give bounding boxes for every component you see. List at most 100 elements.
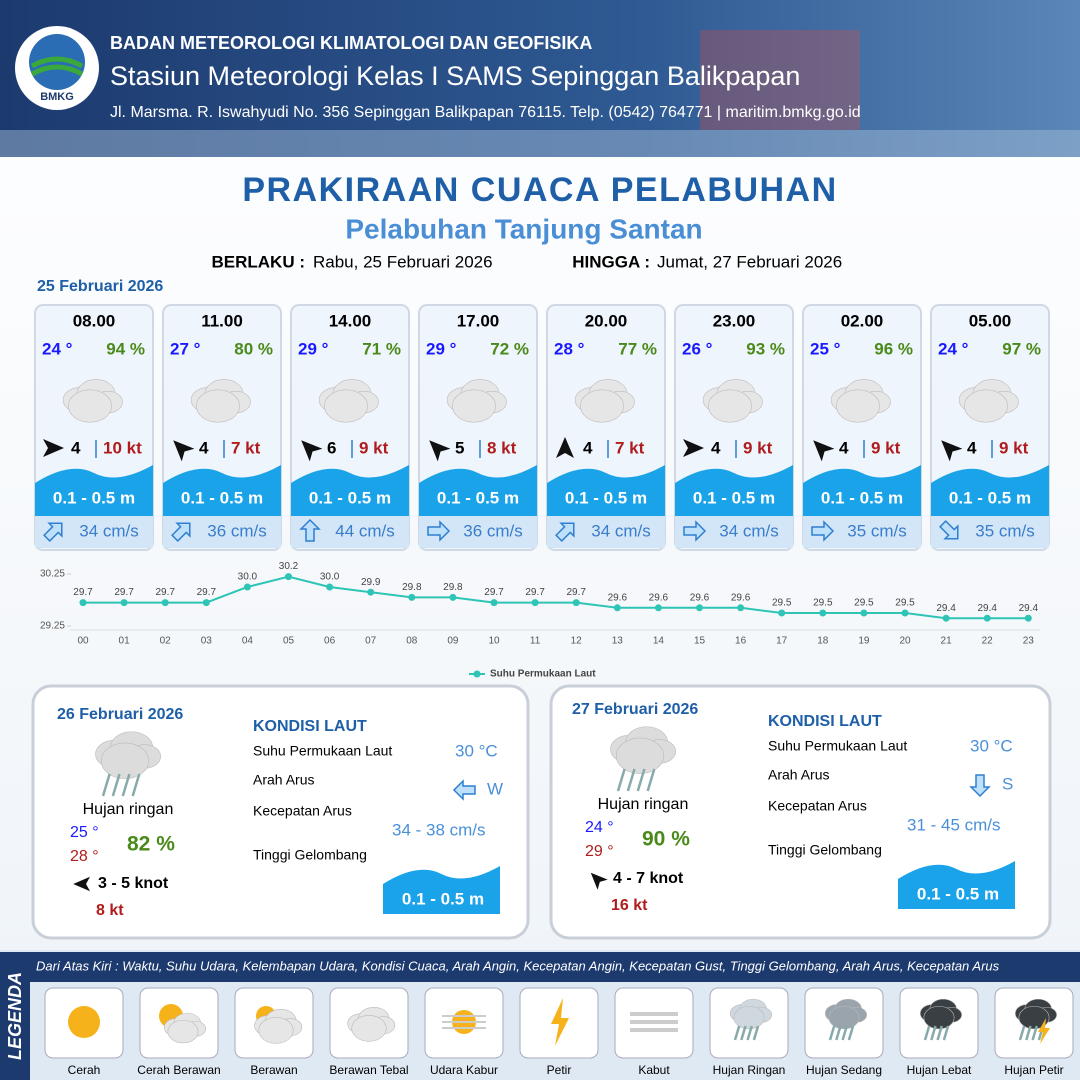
wind-arrow xyxy=(173,440,195,462)
value-label: 29.9 xyxy=(361,577,381,588)
rh: 82 % xyxy=(127,833,175,856)
x-tick-label: 22 xyxy=(982,636,994,647)
point xyxy=(285,573,292,581)
x-tick-label: 20 xyxy=(899,636,911,647)
card-rh: 97 % xyxy=(1002,339,1041,358)
value-label: 29.6 xyxy=(608,592,628,603)
value-label: 29.8 xyxy=(402,582,422,593)
weather-icon xyxy=(1025,1025,1032,1041)
card-gust: 9 kt xyxy=(359,438,389,457)
point xyxy=(449,593,457,601)
weather-icon xyxy=(964,389,1008,423)
weather-icon xyxy=(636,768,646,792)
current-arrow xyxy=(43,522,63,542)
weather-icon xyxy=(131,773,141,797)
card-gust: 8 kt xyxy=(487,438,517,457)
wind-arrow xyxy=(429,440,451,462)
banner-decor xyxy=(700,30,860,130)
weather-icon xyxy=(324,389,368,423)
current-dir: S xyxy=(1002,774,1013,793)
wave-shape xyxy=(803,465,921,516)
x-tick-label: 11 xyxy=(530,636,541,647)
card-temp: 24 ° xyxy=(938,339,969,358)
card-wave: 0.1 - 0.5 m xyxy=(181,488,263,507)
current-arrow xyxy=(427,520,451,542)
weather-icon xyxy=(923,1005,955,1030)
weather-icon xyxy=(752,1025,760,1041)
weather-icon xyxy=(196,389,240,423)
banner-decor xyxy=(0,130,1080,157)
legend-marker xyxy=(473,670,481,678)
wave-shape xyxy=(675,465,793,516)
card-gust: 9 kt xyxy=(871,438,901,457)
weather-icon xyxy=(847,1025,855,1041)
weather-icon xyxy=(836,389,880,423)
weather-icon xyxy=(68,389,112,423)
value-label: 29.5 xyxy=(895,598,915,609)
weather-icon xyxy=(733,1025,741,1041)
weather-icon xyxy=(111,773,121,797)
card-wind: 4 xyxy=(967,438,977,457)
weather-icon xyxy=(100,742,150,779)
legend-item: Berawan xyxy=(250,1063,297,1077)
weather-icon xyxy=(936,1025,943,1041)
value-label: 29.4 xyxy=(936,603,956,614)
x-tick-label: 02 xyxy=(160,636,172,647)
card-current: 34 cm/s xyxy=(591,521,651,540)
card-temp: 27 ° xyxy=(170,339,201,358)
card-gust: 7 kt xyxy=(615,438,645,457)
x-tick-label: 21 xyxy=(941,636,953,647)
card-temp: 25 ° xyxy=(810,339,841,358)
card-wave: 0.1 - 0.5 m xyxy=(53,488,135,507)
card-rh: 71 % xyxy=(362,339,401,358)
current-arrow xyxy=(171,522,191,542)
card-current: 36 cm/s xyxy=(463,521,523,540)
card-gust: 10 kt xyxy=(103,438,142,457)
point xyxy=(531,599,539,607)
point xyxy=(120,599,128,607)
value-label: 29.5 xyxy=(854,598,874,609)
card-wave: 0.1 - 0.5 m xyxy=(821,488,903,507)
x-tick-label: 10 xyxy=(488,636,500,647)
weather: Hujan ringan xyxy=(83,801,174,818)
weather-icon xyxy=(615,737,665,774)
value-label: 29.7 xyxy=(484,587,504,598)
current-arrow xyxy=(452,779,476,801)
weather-icon xyxy=(1038,1018,1050,1044)
weather-icon xyxy=(708,389,752,423)
weather-icon xyxy=(121,773,131,797)
gust: 8 kt xyxy=(96,902,124,919)
weather-icon xyxy=(1018,1025,1026,1041)
sst: 30 °C xyxy=(455,741,498,760)
validity-label: BERLAKU : xyxy=(212,252,306,271)
temp-min: 24 ° xyxy=(585,819,614,836)
logo-stripes xyxy=(30,56,84,77)
weather-icon xyxy=(580,389,624,423)
legend-item: Hujan Ringan xyxy=(713,1063,786,1077)
weather-icon xyxy=(733,1005,765,1030)
y-tick-label: 29.25 xyxy=(40,621,65,632)
weather-icon xyxy=(646,768,656,792)
card-rh: 94 % xyxy=(106,339,145,358)
card-gust: 9 kt xyxy=(999,438,1029,457)
value-label: 30.0 xyxy=(238,572,258,583)
day-date: 27 Februari 2026 xyxy=(572,701,698,718)
legend-entry: Suhu Permukaan Laut xyxy=(490,669,596,680)
day-date: 25 Februari 2026 xyxy=(37,278,163,295)
weather-icon xyxy=(835,1025,842,1041)
current-speed: 34 - 38 cm/s xyxy=(392,820,486,839)
weather-icon xyxy=(828,1005,860,1030)
wind-arrow xyxy=(590,872,608,890)
sea-label: Kecepatan Arus xyxy=(253,803,352,819)
point xyxy=(79,599,87,607)
wind-arrow xyxy=(941,440,963,462)
card-rh: 96 % xyxy=(874,339,913,358)
value-label: 29.6 xyxy=(731,592,751,603)
validity-from: Rabu, 25 Februari 2026 xyxy=(313,252,493,271)
x-tick-label: 07 xyxy=(365,636,377,647)
point xyxy=(819,609,827,617)
weather-icon xyxy=(551,998,569,1046)
point xyxy=(490,599,498,607)
card-temp: 29 ° xyxy=(298,339,329,358)
